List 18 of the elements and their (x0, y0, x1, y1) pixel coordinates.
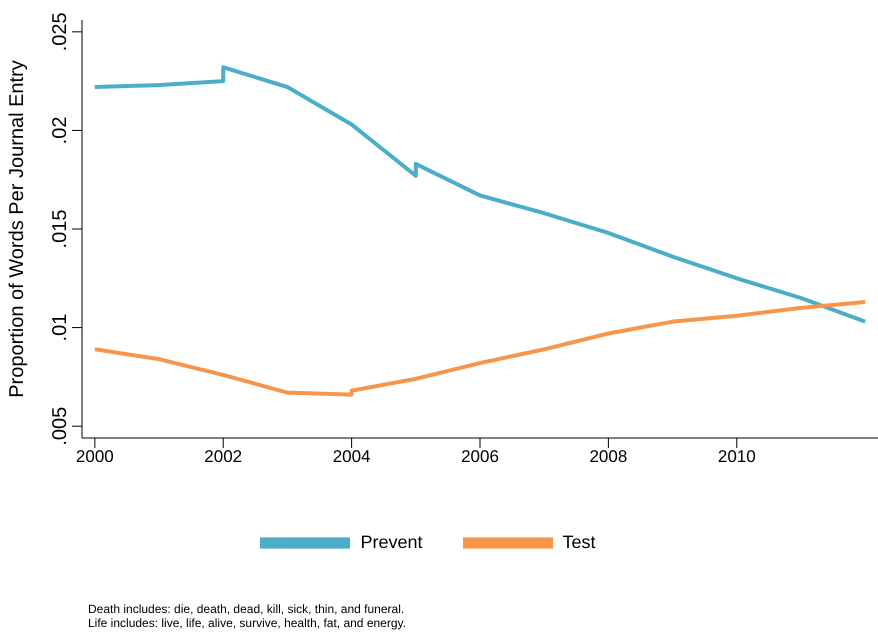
line-series (92, 300, 868, 397)
x-tick-label: 2000 (76, 447, 114, 466)
line-series (92, 65, 868, 324)
legend-label: Prevent (360, 532, 423, 552)
x-tick-label: 2002 (204, 447, 242, 466)
x-tick-label: 2008 (589, 447, 628, 466)
x-tick-label: 2004 (332, 447, 371, 466)
y-tick-label: .02 (49, 116, 71, 144)
text: Death includes: die, death, dead, kill, sick, thin, and funeral. (88, 602, 406, 616)
legend-label: Test (562, 532, 596, 552)
text: Life includes: live, life, alive, survive, health, fat, and energy. (88, 616, 407, 630)
y-axis-title: Proportion of Words Per Journal Entry (6, 60, 28, 398)
y-tick-label: .005 (49, 406, 71, 446)
y-tick-label: .015 (49, 210, 71, 248)
x-tick-label: 2010 (718, 447, 756, 466)
y-tick-label: .025 (49, 12, 71, 52)
y-tick-label: .01 (49, 314, 71, 342)
x-tick-label: 2006 (461, 447, 499, 466)
